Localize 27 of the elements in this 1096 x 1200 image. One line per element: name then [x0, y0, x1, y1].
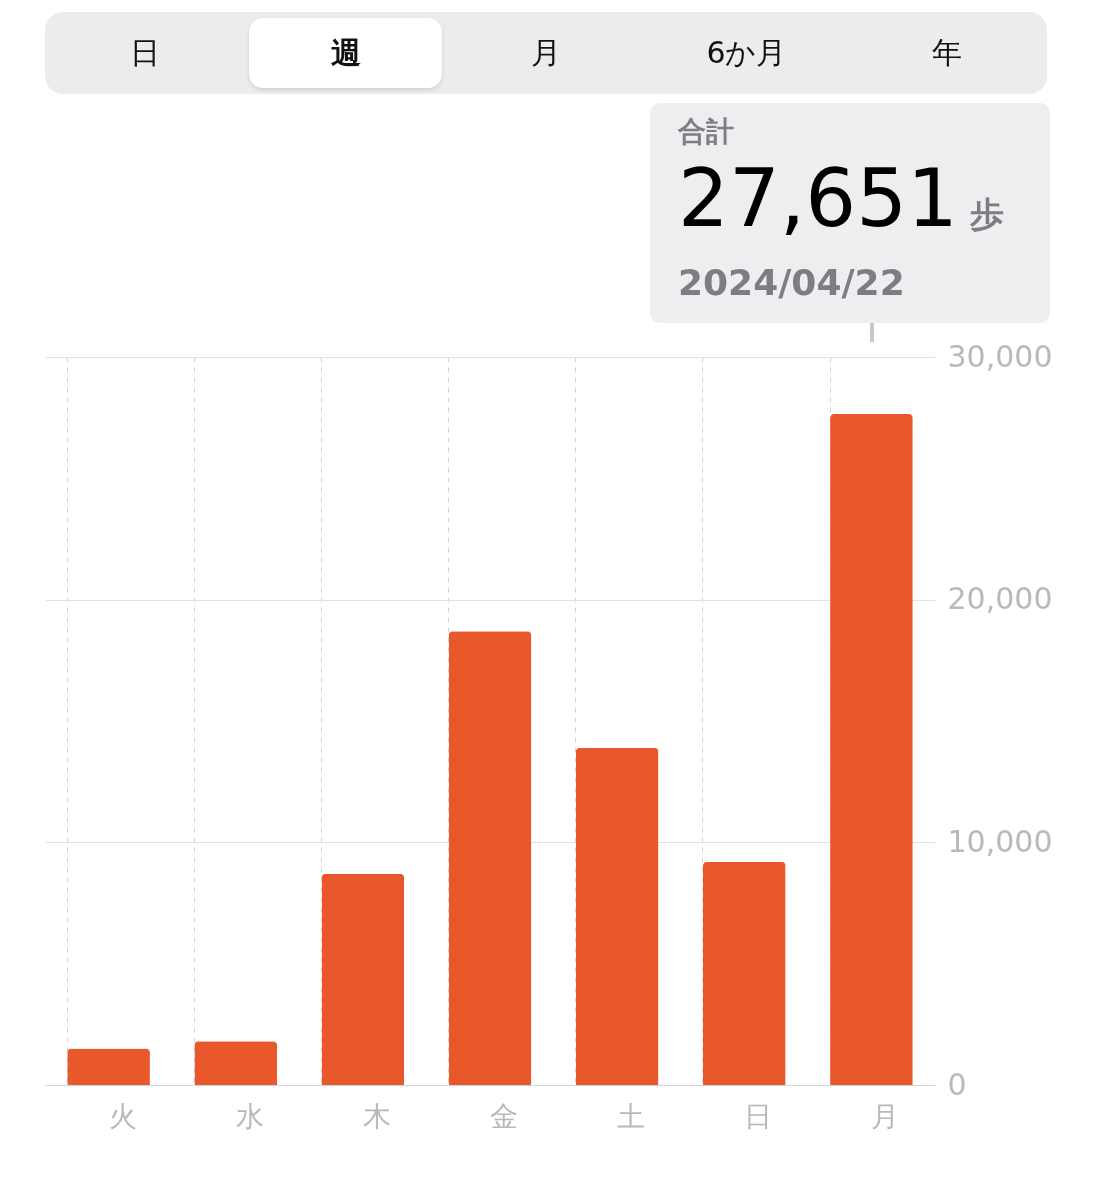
text: 2024/04/22	[678, 262, 906, 303]
bar	[194, 1041, 278, 1085]
text: 6か月	[705, 34, 788, 72]
bar	[321, 873, 405, 1085]
x-tick-label: 土	[617, 1099, 646, 1133]
x-tick-label: 日	[744, 1099, 773, 1133]
text: 週	[249, 18, 442, 88]
text: 歩	[969, 194, 1004, 234]
text: 日	[129, 34, 162, 72]
bar	[67, 1048, 150, 1085]
text: 合計	[678, 114, 735, 150]
x-tick-label: 水	[235, 1099, 264, 1133]
bar	[702, 861, 786, 1085]
x-tick-label: 月	[871, 1099, 900, 1133]
bar	[448, 631, 532, 1085]
x-tick-label: 木	[362, 1099, 391, 1133]
y-tick-label: 20,000	[947, 581, 1053, 617]
y-tick-label: 10,000	[947, 823, 1053, 859]
text: 月	[530, 34, 562, 72]
bar	[830, 414, 913, 1085]
y-tick-label: 0	[947, 1066, 967, 1102]
y-tick-label: 30,000	[947, 338, 1053, 374]
bar	[575, 747, 659, 1085]
x-tick-label: 金	[490, 1099, 518, 1133]
x-tick-label: 火	[108, 1099, 137, 1133]
data-label: 27,651	[678, 152, 958, 245]
text: 年	[930, 34, 963, 72]
